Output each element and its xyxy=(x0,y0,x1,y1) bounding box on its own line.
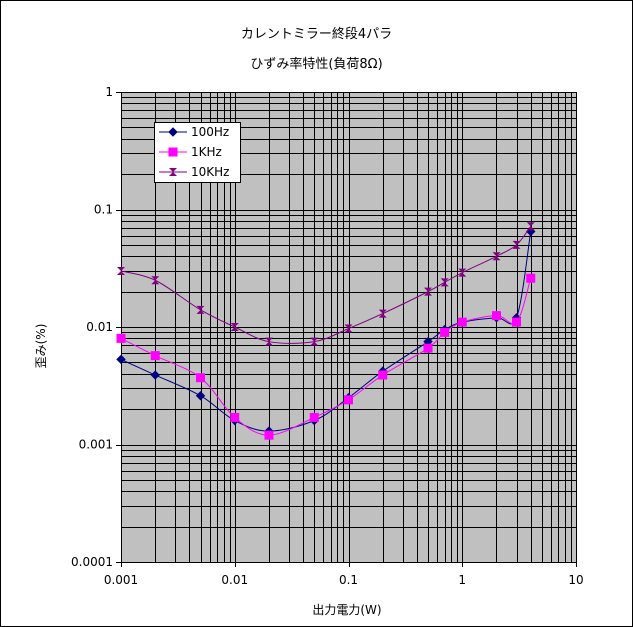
point-1khz xyxy=(230,412,240,422)
point-10khz xyxy=(264,337,273,346)
y-tick-label: 0.0001 xyxy=(71,555,113,569)
point-10khz xyxy=(526,222,535,231)
x-tick-label: 0.001 xyxy=(104,573,138,587)
point-10khz xyxy=(169,168,177,176)
point-1khz xyxy=(264,430,274,440)
point-10khz-bottom xyxy=(264,341,273,346)
point-10khz-top xyxy=(458,268,467,273)
point-10khz-bottom xyxy=(492,256,501,261)
point-1khz xyxy=(309,412,319,422)
y-tick-label: 0.1 xyxy=(94,203,113,217)
y-tick-label: 0.001 xyxy=(79,438,113,452)
point-10khz xyxy=(344,324,353,333)
chart-title: カレントミラー終段4パラ xyxy=(240,27,393,42)
point-1khz xyxy=(150,351,160,361)
point-1khz xyxy=(196,373,206,383)
point-1khz xyxy=(423,343,433,353)
point-10khz-bottom xyxy=(440,282,449,287)
point-10khz-bottom xyxy=(344,328,353,333)
point-10khz-bottom xyxy=(526,226,535,231)
point-10khz-top xyxy=(264,337,273,342)
point-10khz xyxy=(196,305,205,314)
point-1khz xyxy=(440,327,450,337)
point-10khz-bottom xyxy=(151,280,160,285)
point-10khz-top xyxy=(151,276,160,281)
point-100hz xyxy=(116,354,126,365)
point-1khz xyxy=(457,317,467,327)
y-axis-title: 歪み(%) xyxy=(34,324,48,369)
legend-label: 100Hz xyxy=(191,125,229,139)
point-10khz xyxy=(512,240,521,249)
point-100hz xyxy=(168,127,178,137)
x-tick-label: 1 xyxy=(458,573,466,587)
point-100hz xyxy=(195,391,206,401)
point-10khz-top xyxy=(169,168,177,172)
point-10khz-bottom xyxy=(424,291,433,296)
point-100hz xyxy=(150,370,160,380)
point-10khz-top xyxy=(196,305,205,310)
y-tick-label: 1 xyxy=(105,85,113,99)
legend-label: 1KHz xyxy=(191,145,222,159)
point-10khz-top xyxy=(344,324,353,329)
x-tick-label: 10 xyxy=(568,573,583,587)
point-10khz xyxy=(492,252,501,261)
point-10khz-top xyxy=(512,240,521,245)
series-1khz xyxy=(116,273,536,440)
point-10khz-top xyxy=(526,222,535,227)
x-tick-label: 0.01 xyxy=(221,573,248,587)
point-10khz-top xyxy=(117,266,125,271)
y-tick-label: 0.01 xyxy=(86,320,113,334)
point-10khz xyxy=(378,309,387,318)
point-10khz xyxy=(424,287,433,296)
point-1khz xyxy=(344,395,353,405)
point-1khz xyxy=(378,370,388,380)
series-10khz-line xyxy=(120,225,532,344)
point-1khz xyxy=(491,311,501,321)
point-1khz xyxy=(512,317,522,327)
point-10khz xyxy=(230,323,239,331)
point-10khz-bottom xyxy=(169,172,177,176)
point-10khz-bottom xyxy=(196,309,205,314)
point-10khz-top xyxy=(378,309,387,314)
point-1khz xyxy=(116,333,126,343)
point-10khz-bottom xyxy=(310,341,319,346)
point-10khz-top xyxy=(230,323,239,327)
point-10khz xyxy=(458,268,467,277)
point-10khz-top xyxy=(492,252,501,257)
point-10khz-bottom xyxy=(512,244,521,249)
x-axis-title: 出力電力(W) xyxy=(312,603,381,617)
point-1khz xyxy=(526,273,536,283)
point-10khz-bottom xyxy=(458,272,467,277)
point-10khz-top xyxy=(310,337,319,342)
point-10khz-bottom xyxy=(230,327,239,331)
point-10khz xyxy=(151,276,160,285)
point-10khz-top xyxy=(424,287,433,292)
series-10khz xyxy=(117,222,535,346)
x-tick-label: 0.1 xyxy=(339,573,358,587)
point-10khz xyxy=(440,278,449,287)
point-10khz-bottom xyxy=(117,270,125,275)
point-10khz-bottom xyxy=(378,313,387,318)
point-10khz-top xyxy=(440,278,449,283)
chart-subtitle: ひずみ率特性(負荷8Ω) xyxy=(250,57,383,72)
point-10khz xyxy=(117,266,125,275)
point-10khz xyxy=(310,337,319,346)
legend-label: 10KHz xyxy=(191,165,229,179)
point-1khz xyxy=(168,147,178,157)
